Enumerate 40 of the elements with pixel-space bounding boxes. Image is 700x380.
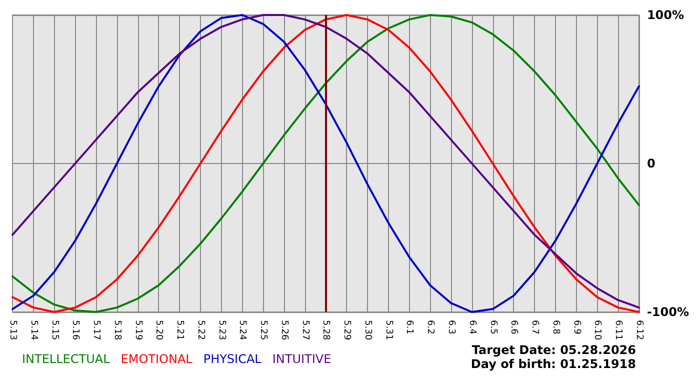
x-tick-label: 6.6 [508,320,519,335]
x-tick-label: 6.3 [446,320,456,334]
x-tick-label: 5.22 [195,320,206,340]
x-tick-label: 5.19 [132,320,143,340]
y-tick-label: 0 [646,156,656,170]
text: EMOTIONAL [120,352,193,366]
x-tick-label: 5.30 [362,320,372,340]
x-tick-label: 5.23 [216,320,226,340]
text: Day of birth: 01.25.1918 [470,357,636,371]
x-tick-label: 6.5 [488,320,498,334]
x-tick-label: 6.7 [530,320,540,334]
y-tick-label: -100% [646,305,690,319]
x-tick-label: 5.25 [258,320,268,340]
x-tick-label: 6.2 [425,320,436,334]
x-tick-label: 5.29 [342,320,352,340]
x-tick-label: 5.31 [383,320,394,340]
x-tick-label: 5.17 [91,320,102,340]
x-tick-label: 5.27 [300,320,310,340]
x-tick-label: 6.1 [404,320,414,334]
x-tick-label: 6.11 [613,320,624,340]
x-tick-label: 5.24 [237,320,248,340]
x-tick-label: 5.14 [28,320,38,340]
x-tick-label: 6.4 [466,320,477,335]
x-tick-label: 5.28 [320,320,331,340]
x-tick-label: 6.12 [634,320,644,340]
x-tick-label: 6.8 [550,320,560,335]
x-tick-label: 5.18 [112,320,122,340]
y-tick-label: 100% [646,8,684,22]
x-tick-label: 5.21 [174,320,185,340]
text: PHYSICAL [203,352,262,366]
text: Target Date: 05.28.2026 [472,343,636,357]
x-tick-label: 6.10 [592,320,602,340]
x-tick-label: 5.13 [8,320,18,340]
x-tick-label: 5.16 [70,320,80,340]
text: INTUITIVE [272,352,332,366]
x-tick-label: 5.15 [49,320,60,340]
x-tick-label: 5.26 [278,320,289,340]
x-tick-label: 5.20 [154,320,164,340]
text: INTELLECTUAL [22,352,110,366]
x-tick-label: 6.9 [571,320,582,335]
